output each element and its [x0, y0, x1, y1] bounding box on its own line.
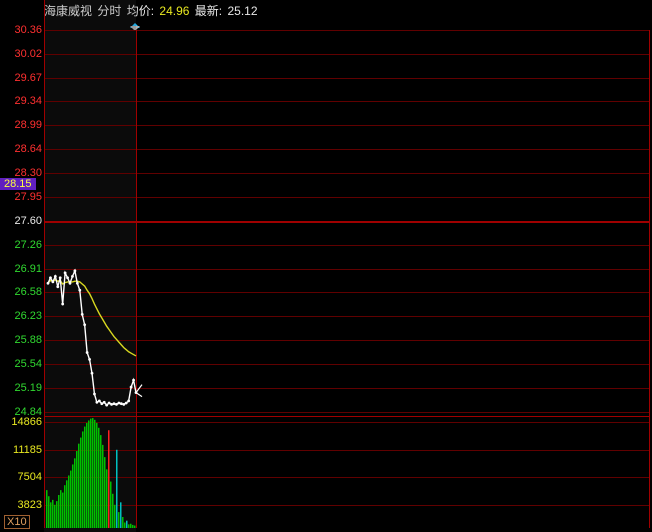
volume-bar-chart	[0, 0, 652, 532]
x10-badge: X10	[4, 515, 30, 529]
